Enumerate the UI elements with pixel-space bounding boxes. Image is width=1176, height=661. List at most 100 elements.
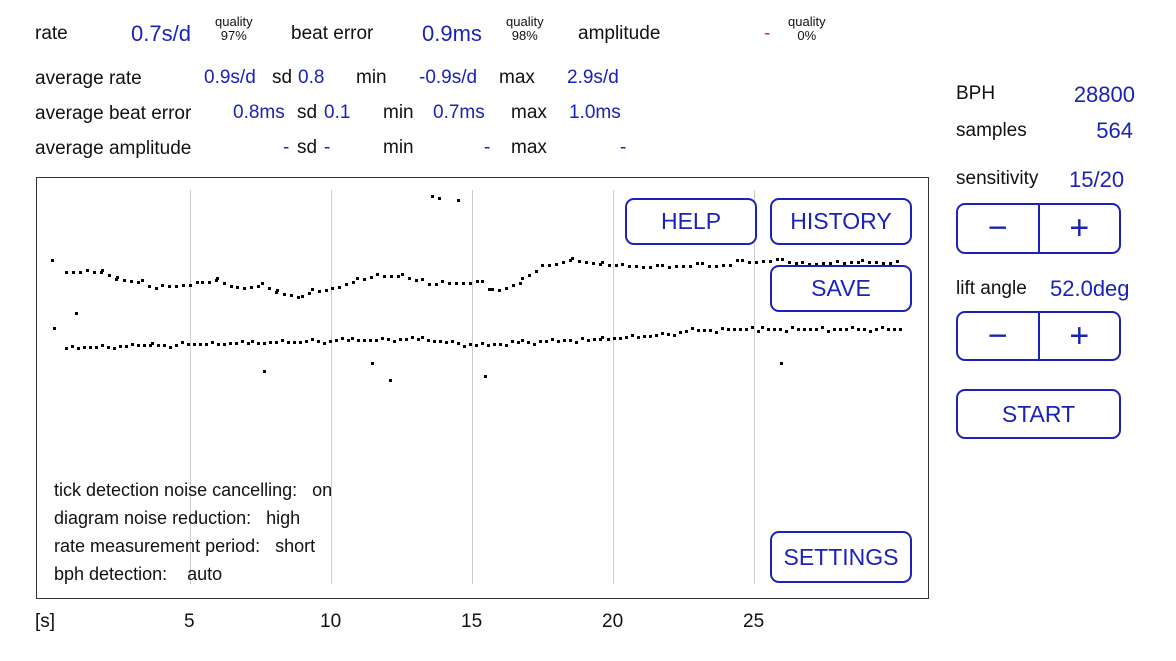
trace-dot (896, 260, 899, 263)
trace-dot (299, 341, 302, 344)
trace-dot (621, 263, 624, 266)
start-button[interactable]: START (956, 389, 1121, 439)
trace-dot (545, 340, 548, 343)
max-label: max (499, 67, 535, 88)
trace-dot (211, 341, 214, 344)
amplitude-label: amplitude (578, 23, 661, 44)
trace-dot (882, 262, 885, 265)
trace-dot (635, 265, 638, 268)
trace-dot (708, 265, 711, 268)
trace-dot (476, 280, 479, 283)
min-label: min (356, 67, 387, 88)
max-value: - (620, 137, 627, 158)
settings-button[interactable]: SETTINGS (770, 531, 912, 583)
trace-dot (615, 264, 618, 267)
trace-dot (673, 334, 676, 337)
trace-dot (438, 197, 441, 200)
trace-dot (608, 264, 611, 267)
trace-dot (803, 328, 806, 331)
trace-dot (308, 292, 311, 295)
sensitivity-decrease-button[interactable]: − (958, 205, 1040, 252)
trace-dot (263, 342, 266, 345)
trace-dot (656, 264, 659, 267)
lift-angle-value: 52.0deg (1050, 276, 1130, 301)
sensitivity-increase-button[interactable]: + (1069, 209, 1090, 247)
setting-measurement-period: rate measurement period: short (54, 536, 316, 556)
trace-dot (318, 290, 321, 293)
trace-dot (317, 340, 320, 343)
trace-dot (773, 328, 776, 331)
avg-label: average rate (35, 68, 142, 89)
trace-dot (857, 328, 860, 331)
trace-dot (352, 281, 355, 284)
axis-unit: [s] (35, 611, 56, 632)
trace-dot (100, 271, 103, 274)
trace-dot (581, 337, 584, 340)
trace-dot (715, 331, 718, 334)
trace-dot (488, 288, 491, 291)
max-label: max (511, 102, 547, 123)
trace-dot (163, 344, 166, 347)
trace-dot (123, 279, 126, 282)
trace-dot (643, 335, 646, 338)
amplitude-value: - (764, 23, 771, 44)
min-value: - (484, 137, 491, 158)
save-button[interactable]: SAVE (770, 265, 912, 312)
trace-dot (613, 337, 616, 340)
trace-dot (769, 260, 772, 263)
grid-line (754, 190, 755, 584)
trace-dot (457, 342, 460, 345)
trace-dot (601, 336, 604, 339)
history-button[interactable]: HISTORY (770, 198, 912, 245)
trace-dot (51, 259, 54, 262)
trace-dot (181, 341, 184, 344)
sd-value: 0.1 (324, 102, 351, 123)
trace-dot (795, 262, 798, 265)
trace-dot (301, 295, 304, 298)
trace-dot (116, 276, 119, 279)
trace-dot (208, 281, 211, 284)
trace-dot (809, 328, 812, 331)
trace-dot (851, 326, 854, 329)
trace-dot (119, 345, 122, 348)
trace-dot (455, 282, 458, 285)
trace-dot (369, 339, 372, 342)
trace-dot (493, 343, 496, 346)
axis-tick: 15 (461, 611, 483, 632)
trace-dot (822, 262, 825, 265)
trace-dot (431, 195, 434, 198)
trace-dot (325, 289, 328, 292)
trace-dot (776, 258, 779, 261)
trace-dot (512, 284, 515, 287)
trace-dot (341, 337, 344, 340)
min-value: -0.9s/d (419, 67, 478, 88)
trace-dot (845, 328, 848, 331)
lift-angle-decrease-button[interactable]: − (958, 313, 1040, 359)
trace-dot (709, 329, 712, 332)
trace-dot (115, 278, 118, 281)
trace-dot (149, 344, 152, 347)
trace-dot (399, 338, 402, 341)
trace-dot (125, 345, 128, 348)
trace-dot (275, 291, 278, 294)
trace-dot (779, 328, 782, 331)
bph-label: BPH (956, 83, 996, 104)
lift-angle-increase-button[interactable]: + (1069, 316, 1090, 355)
trace-dot (499, 343, 502, 346)
beat-quality: quality 98% (506, 14, 544, 43)
lift-angle-stepper: − + (956, 311, 1121, 361)
trace-dot (345, 283, 348, 286)
trace-dot (305, 340, 308, 343)
trace-dot (762, 260, 765, 263)
trace-dot (863, 328, 866, 331)
axis-tick: 10 (320, 611, 342, 632)
sd-value: 0.8 (298, 67, 325, 88)
trace-dot (887, 328, 890, 331)
trace-dot (571, 257, 574, 260)
trace-dot (696, 262, 699, 265)
avg-label: average amplitude (35, 138, 192, 159)
grid-line (331, 190, 332, 584)
trace-dot (83, 346, 86, 349)
trace-dot (155, 287, 158, 290)
help-button[interactable]: HELP (625, 198, 757, 245)
